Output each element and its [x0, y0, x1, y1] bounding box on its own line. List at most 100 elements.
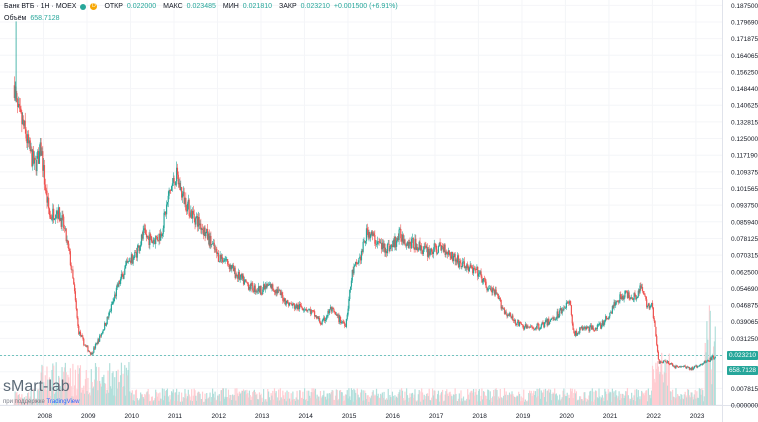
volume-bar [603, 401, 605, 405]
candle-body [379, 241, 381, 244]
candle-body [490, 288, 492, 290]
volume-bar [206, 393, 208, 405]
volume-bar [339, 389, 342, 405]
volume-bar [426, 393, 428, 405]
candle-body [611, 305, 613, 314]
volume-bar [410, 397, 412, 405]
volume-bar [583, 392, 585, 405]
candle-body [257, 286, 260, 292]
volume-bar [635, 401, 637, 405]
volume-bar [257, 399, 259, 405]
volume-bar [489, 391, 491, 405]
volume-bar [147, 389, 149, 405]
candle-body [237, 275, 239, 279]
candle-body [544, 322, 546, 328]
candle-body [435, 244, 437, 250]
volume-bar [676, 397, 678, 405]
candle-body [132, 259, 134, 264]
close-value: 0.023210 [300, 3, 330, 10]
volume-bar [602, 397, 604, 405]
volume-bar [477, 401, 479, 405]
candle-body [419, 241, 421, 251]
volume-bar [326, 393, 328, 405]
volume-bar [439, 395, 441, 405]
candle-body [472, 268, 474, 274]
candle-body [251, 282, 253, 284]
volume-bar [456, 400, 458, 405]
candle-body [507, 314, 509, 317]
candle-body [369, 232, 371, 238]
volume-bar [283, 398, 286, 405]
candle-body [608, 316, 610, 320]
volume-bar [237, 393, 239, 405]
volume-bar [98, 367, 100, 405]
volume-bar [137, 400, 139, 405]
candle-body [304, 308, 307, 310]
symbol-title[interactable]: Банк ВТБ · 1Н · MOEX [4, 3, 77, 10]
candle-body [575, 330, 578, 336]
volume-bar [409, 393, 411, 405]
volume-bar [88, 394, 90, 405]
candle-body [265, 285, 267, 288]
candle-body [374, 235, 376, 244]
volume-bar [279, 388, 281, 405]
candle-body [264, 285, 266, 290]
candle-body [641, 287, 644, 292]
candle-body [339, 316, 341, 323]
volume-bar [210, 401, 212, 405]
candle-body [584, 326, 586, 329]
candle-body [695, 365, 697, 367]
candle-body [710, 357, 712, 360]
volume-bar [579, 396, 581, 405]
last-price-tag: 0.023210 [727, 351, 758, 361]
volume-bar [391, 391, 394, 405]
volume-bar [529, 393, 532, 405]
volume-bar [334, 399, 336, 405]
volume-bar [401, 388, 403, 405]
candle-body [534, 329, 536, 330]
candle-body [671, 363, 673, 364]
volume-bar [569, 397, 571, 405]
volume-bar [321, 396, 323, 405]
volume-bar [631, 397, 634, 405]
volume-bar [457, 398, 460, 405]
market-status-icon [80, 3, 87, 10]
candle-body [630, 298, 632, 300]
candle-body [371, 231, 373, 236]
volume-bar [494, 389, 496, 405]
low-label: МИН [222, 3, 239, 10]
candle-body [327, 310, 329, 317]
candle-body [220, 254, 222, 259]
volume-bar [511, 391, 513, 405]
volume-bar [644, 392, 646, 405]
candle-body [100, 333, 102, 337]
candle-body [76, 308, 78, 318]
volume-bar [270, 393, 272, 405]
candle-body [148, 237, 150, 246]
volume-bar [629, 400, 631, 405]
candle-body [551, 317, 553, 319]
volume-bar [112, 371, 114, 405]
candle-body [580, 327, 582, 329]
candle-body [81, 335, 83, 337]
volume-bar [441, 391, 443, 405]
volume-bar [630, 398, 632, 405]
candle-body [173, 177, 175, 183]
candle-body [569, 301, 572, 306]
candle-body [316, 316, 318, 319]
candle-body [629, 297, 631, 300]
y-tick-label: 0.171875 [731, 36, 758, 43]
volume-bar [532, 393, 534, 405]
volume-bar [228, 398, 230, 405]
volume-bar [447, 395, 450, 405]
volume-bar [576, 400, 578, 405]
candle-body [117, 284, 119, 287]
volume-bar [657, 366, 659, 405]
candle-body [592, 326, 594, 330]
volume-bar [462, 396, 465, 405]
volume-bar [18, 393, 20, 405]
last-volume-tag: 658.7128 [727, 366, 758, 375]
volume-bar [180, 401, 182, 405]
volume-bar [135, 390, 137, 405]
